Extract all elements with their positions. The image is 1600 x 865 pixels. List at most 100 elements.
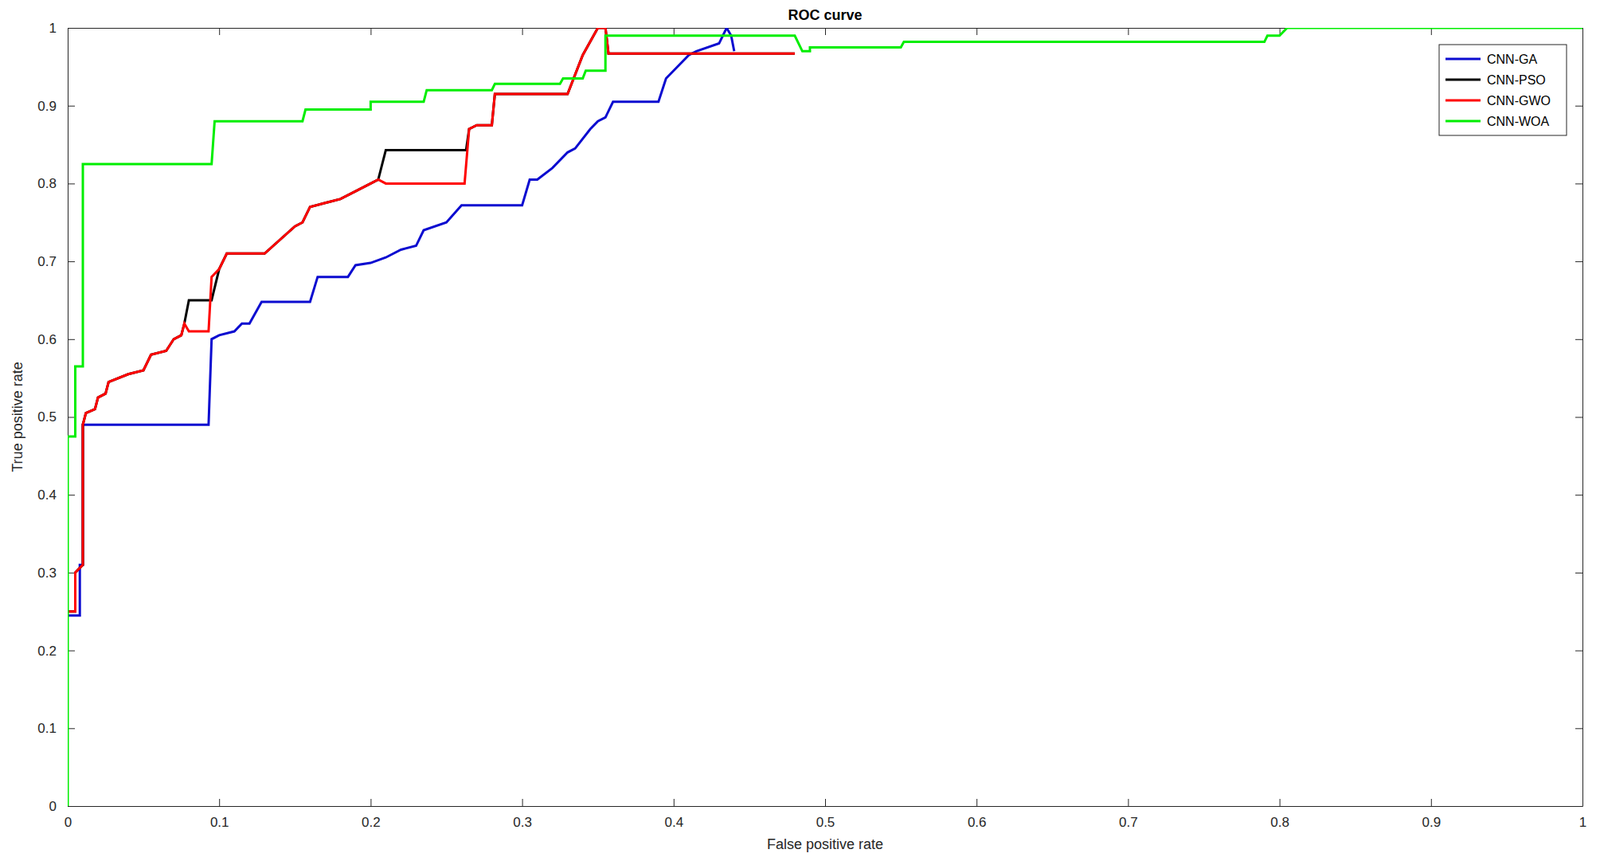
tick xyxy=(1575,183,1583,184)
tick-mark xyxy=(976,27,978,36)
x-axis-title: False positive rate xyxy=(766,836,884,853)
tick xyxy=(1575,727,1583,729)
tick-mark xyxy=(67,417,75,419)
tick: 0.9 xyxy=(37,98,75,114)
plot-background xyxy=(67,27,1583,806)
tick-label: 0.6 xyxy=(967,814,987,830)
tick: 0.7 xyxy=(37,254,75,270)
series-group xyxy=(67,27,1583,806)
tick xyxy=(1575,650,1583,652)
tick-label: 0.5 xyxy=(816,814,836,830)
tick-label: 0.5 xyxy=(37,409,57,425)
legend-swatch xyxy=(1445,99,1481,102)
tick-label: 0.7 xyxy=(37,254,57,270)
tick-label: 0.4 xyxy=(37,487,57,503)
tick: 0.1 xyxy=(37,720,75,736)
tick-label: 0.2 xyxy=(37,643,57,659)
tick-mark xyxy=(825,798,826,806)
tick-mark xyxy=(1127,798,1129,806)
tick-mark xyxy=(825,27,826,36)
tick: 0.5 xyxy=(37,409,75,425)
tick-mark xyxy=(67,261,75,263)
tick-mark xyxy=(522,798,524,806)
tick-mark xyxy=(370,798,372,806)
legend-label: CNN-GA xyxy=(1486,52,1538,67)
tick: 0.9 xyxy=(1421,798,1441,830)
tick-mark xyxy=(67,183,75,184)
y-axis-title: True positive rate xyxy=(9,361,26,472)
tick xyxy=(976,27,978,36)
tick-mark xyxy=(370,27,372,36)
tick-label: 1 xyxy=(1579,814,1587,830)
tick: 0.4 xyxy=(664,798,684,830)
tick-mark xyxy=(1575,339,1583,341)
legend-swatch xyxy=(1445,120,1481,123)
tick: 0.1 xyxy=(210,798,230,830)
y-axis: 0 0.1 0.2 0.3 0.4 0.5 0.6 0.7 0.8 0.9 1 xyxy=(37,20,75,814)
tick-mark xyxy=(67,805,75,807)
legend-label: CNN-WOA xyxy=(1486,114,1550,129)
tick-mark xyxy=(67,27,69,36)
tick-label: 0.3 xyxy=(512,814,533,830)
tick-label: 0.1 xyxy=(210,814,230,830)
tick-mark xyxy=(1279,798,1281,806)
tick: 0 xyxy=(49,798,75,814)
y-axis-right xyxy=(1575,28,1584,807)
tick-mark xyxy=(1575,572,1583,574)
roc-line xyxy=(67,27,1583,806)
tick: 0.6 xyxy=(37,332,75,348)
tick: 0.5 xyxy=(816,798,836,830)
tick: 0.6 xyxy=(967,798,987,830)
tick xyxy=(67,27,69,36)
tick xyxy=(370,27,372,36)
tick-label: 0.8 xyxy=(1270,814,1290,830)
plot: 00.10.20.30.40.50.60.70.80.9100.10.20.30… xyxy=(37,20,1587,830)
tick xyxy=(1575,339,1583,341)
tick-mark xyxy=(1431,798,1432,806)
roc-line xyxy=(67,27,795,612)
legend-swatch xyxy=(1445,58,1481,61)
tick-mark xyxy=(219,798,220,806)
tick-mark xyxy=(1127,27,1129,36)
tick: 0.3 xyxy=(512,798,533,830)
tick xyxy=(1575,417,1583,419)
tick: 0.4 xyxy=(37,487,75,503)
tick: 0.7 xyxy=(1118,798,1139,830)
tick xyxy=(522,27,524,36)
tick-label: 0.1 xyxy=(37,720,57,736)
tick xyxy=(1575,572,1583,574)
tick: 0.8 xyxy=(1270,798,1290,830)
roc-line xyxy=(67,27,795,612)
tick xyxy=(1575,105,1583,107)
tick-label: 0.2 xyxy=(361,814,381,830)
tick-label: 0.9 xyxy=(37,98,57,114)
tick-mark xyxy=(1575,805,1583,807)
tick-mark xyxy=(673,27,675,36)
tick: 0.2 xyxy=(361,798,381,830)
tick-mark xyxy=(1575,727,1583,729)
tick-label: 1 xyxy=(49,20,57,36)
legend-label: CNN-PSO xyxy=(1486,73,1546,87)
tick: 0.8 xyxy=(37,176,75,192)
tick-mark xyxy=(1575,105,1583,107)
legend-label: CNN-GWO xyxy=(1486,93,1551,108)
tick-label: 0 xyxy=(49,798,57,814)
tick xyxy=(1127,27,1129,36)
tick-mark xyxy=(219,27,220,36)
tick: 0.3 xyxy=(37,565,75,581)
tick-mark xyxy=(1575,183,1583,184)
chart: 00.10.20.30.40.50.60.70.80.9100.10.20.30… xyxy=(0,0,1600,865)
tick xyxy=(1575,494,1583,496)
tick-mark xyxy=(67,339,75,341)
tick-label: 0.4 xyxy=(664,814,684,830)
tick: 0.2 xyxy=(37,643,75,659)
tick xyxy=(1575,805,1583,807)
tick-mark xyxy=(1575,650,1583,652)
tick-mark xyxy=(976,798,978,806)
tick xyxy=(219,27,220,36)
tick-label: 0.7 xyxy=(1118,814,1139,830)
legend-box xyxy=(1439,44,1567,136)
axis-line xyxy=(68,805,1584,807)
title: ROC curve xyxy=(787,7,862,24)
tick-mark xyxy=(1575,261,1583,263)
